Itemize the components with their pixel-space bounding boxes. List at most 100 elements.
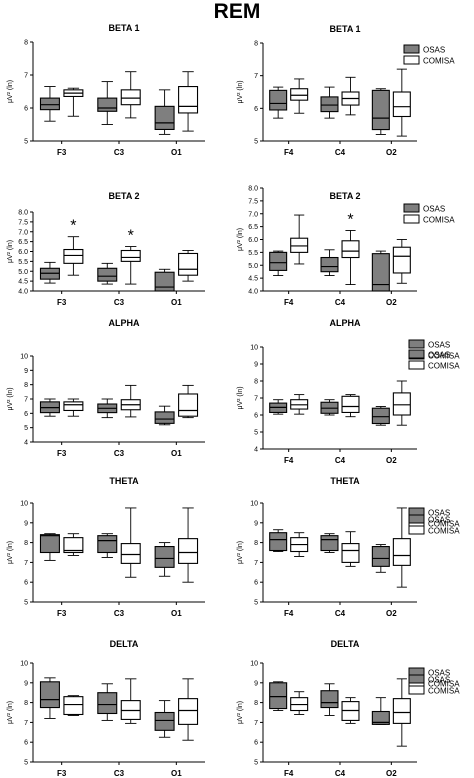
comisa-box xyxy=(120,246,141,285)
chart-title: DELTA xyxy=(331,639,360,649)
osas-box xyxy=(269,250,288,276)
legend-label: OSAS xyxy=(428,669,450,678)
box-iqr xyxy=(371,546,390,567)
comisa-box xyxy=(178,384,199,419)
osas-box xyxy=(269,86,288,119)
osas-box xyxy=(371,697,390,725)
legend-swatch xyxy=(408,674,425,684)
y-tick-label: 9 xyxy=(254,362,258,369)
y-tick-label: 8 xyxy=(24,700,28,707)
box-iqr xyxy=(290,88,309,101)
box-iqr xyxy=(178,252,199,276)
chart-title: ALPHA xyxy=(330,318,361,328)
comisa-box xyxy=(63,87,84,117)
box-iqr xyxy=(341,395,360,413)
y-tick-label: 5 xyxy=(24,139,28,146)
y-tick-label: 6 xyxy=(254,413,258,420)
legend-label: COMISA xyxy=(428,687,460,696)
y-tick-label: 5 xyxy=(254,430,258,437)
box-iqr xyxy=(178,538,199,564)
y-tick-label: 9 xyxy=(24,368,28,375)
comisa-box xyxy=(341,697,360,724)
significance-marker: * xyxy=(128,228,134,245)
legend-label: COMISA xyxy=(423,216,455,225)
x-tick-label: F4 xyxy=(284,298,294,307)
legend-label: COMISA xyxy=(428,520,460,529)
y-axis-label: μV² (ln) xyxy=(7,387,14,410)
box-iqr xyxy=(178,393,199,417)
y-tick-label: 5 xyxy=(24,425,28,432)
legend-label: COMISA xyxy=(428,680,460,689)
y-tick-label: 5 xyxy=(24,760,28,767)
comisa-box xyxy=(290,214,309,265)
chart-panel-4: BETA 2 4.0 4.5 5.0 5.5 6.0 6.5 7.0 7.5 8.0 μV² (ln… xyxy=(237,186,455,308)
y-tick-label: 7 xyxy=(254,396,258,403)
x-tick-label: F3 xyxy=(57,298,67,307)
comisa-box xyxy=(178,678,199,741)
y-tick-label: 5 xyxy=(24,600,28,607)
box-iqr xyxy=(97,267,118,282)
y-axis-label: μV² (ln) xyxy=(7,701,14,724)
osas-box xyxy=(371,250,390,292)
chart-title: BETA 2 xyxy=(329,191,360,201)
x-tick-label: O2 xyxy=(386,148,397,157)
osas-box xyxy=(371,544,390,573)
comisa-box xyxy=(120,678,141,724)
comisa-box xyxy=(178,507,199,583)
osas-box xyxy=(371,88,390,135)
y-tick-label: 5 xyxy=(254,760,258,767)
box-iqr xyxy=(371,89,390,131)
comisa-box xyxy=(120,71,141,119)
y-tick-label: 5.5 xyxy=(18,259,28,266)
x-tick-label: O1 xyxy=(171,609,182,618)
comisa-box xyxy=(290,691,309,715)
x-tick-label: F4 xyxy=(284,148,294,157)
chart-title: THETA xyxy=(109,476,139,486)
comisa-box xyxy=(341,394,360,418)
x-tick-label: O2 xyxy=(386,298,397,307)
comisa-box xyxy=(341,531,360,567)
legend-label: COMISA xyxy=(428,362,460,371)
y-tick-label: 8 xyxy=(254,540,258,547)
box-iqr xyxy=(154,546,175,568)
comisa-box xyxy=(392,239,411,284)
legend-swatch xyxy=(408,514,425,524)
y-tick-label: 4 xyxy=(254,447,258,454)
comisa-box xyxy=(290,78,309,114)
osas-box xyxy=(269,681,288,711)
y-axis-label: μV² (ln) xyxy=(237,701,244,724)
significance-marker: * xyxy=(70,218,76,235)
x-tick-label: F4 xyxy=(284,456,294,465)
comisa-box xyxy=(290,394,309,415)
y-tick-label: 6 xyxy=(24,106,28,113)
y-tick-label: 4.5 xyxy=(18,279,28,286)
osas-box xyxy=(154,700,175,738)
y-tick-label: 7.0 xyxy=(18,229,28,236)
comisa-box xyxy=(392,678,411,747)
box-iqr xyxy=(178,698,199,725)
osas-box xyxy=(320,249,339,276)
box-iqr xyxy=(320,96,339,113)
comisa-box xyxy=(63,533,84,556)
legend-label: OSAS xyxy=(428,516,450,525)
osas-box xyxy=(97,533,118,558)
box-iqr xyxy=(320,690,339,709)
box-iqr xyxy=(269,89,288,111)
y-tick-label: 8 xyxy=(24,382,28,389)
y-axis-label: μV² (ln) xyxy=(7,80,14,103)
osas-box xyxy=(97,262,118,285)
osas-box xyxy=(39,261,60,284)
osas-box xyxy=(269,399,288,415)
comisa-box xyxy=(341,76,360,116)
box-iqr xyxy=(39,534,60,554)
y-tick-label: 8.0 xyxy=(18,210,28,217)
figure-title: REM xyxy=(213,0,261,23)
y-axis-label: μV² (ln) xyxy=(7,541,14,564)
osas-box xyxy=(320,683,339,716)
y-tick-label: 10 xyxy=(20,501,28,508)
